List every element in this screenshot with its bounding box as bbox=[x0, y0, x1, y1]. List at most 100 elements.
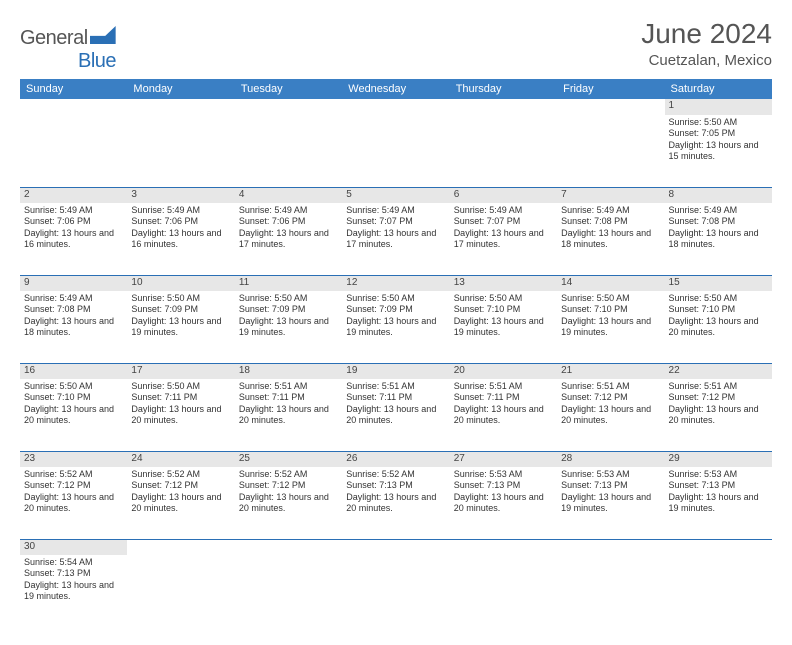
day-number-cell bbox=[557, 539, 664, 555]
sunrise-line: Sunrise: 5:53 AM bbox=[454, 469, 553, 480]
logo-text: General Blue bbox=[20, 26, 116, 73]
day-info-cell: Sunrise: 5:50 AMSunset: 7:11 PMDaylight:… bbox=[127, 379, 234, 451]
day-info-cell: Sunrise: 5:50 AMSunset: 7:09 PMDaylight:… bbox=[342, 291, 449, 363]
sunset-line: Sunset: 7:08 PM bbox=[24, 304, 123, 315]
daylight-line: Daylight: 13 hours and 19 minutes. bbox=[131, 316, 230, 339]
daylight-line: Daylight: 13 hours and 20 minutes. bbox=[24, 404, 123, 427]
sunrise-line: Sunrise: 5:51 AM bbox=[346, 381, 445, 392]
daylight-line: Daylight: 13 hours and 19 minutes. bbox=[669, 492, 768, 515]
logo-sail-icon bbox=[90, 26, 116, 44]
day-info-cell: Sunrise: 5:51 AMSunset: 7:12 PMDaylight:… bbox=[557, 379, 664, 451]
logo-word-1: General bbox=[20, 27, 88, 49]
day-info-cell: Sunrise: 5:52 AMSunset: 7:12 PMDaylight:… bbox=[235, 467, 342, 539]
day-number-cell: 2 bbox=[20, 187, 127, 203]
day-number-cell bbox=[127, 99, 234, 115]
calendar-page: General Blue June 2024 Cuetzalan, Mexico… bbox=[0, 0, 792, 645]
day-number-cell: 23 bbox=[20, 451, 127, 467]
header: General Blue June 2024 Cuetzalan, Mexico bbox=[20, 18, 772, 73]
sunrise-line: Sunrise: 5:51 AM bbox=[454, 381, 553, 392]
daylight-line: Daylight: 13 hours and 20 minutes. bbox=[239, 492, 338, 515]
day-info-row: Sunrise: 5:50 AMSunset: 7:10 PMDaylight:… bbox=[20, 379, 772, 451]
day-number-cell bbox=[235, 539, 342, 555]
sunset-line: Sunset: 7:08 PM bbox=[669, 216, 768, 227]
sunset-line: Sunset: 7:13 PM bbox=[561, 480, 660, 491]
sunrise-line: Sunrise: 5:49 AM bbox=[454, 205, 553, 216]
weekday-header: Sunday bbox=[20, 79, 127, 99]
day-info-cell: Sunrise: 5:50 AMSunset: 7:09 PMDaylight:… bbox=[127, 291, 234, 363]
day-number-cell: 26 bbox=[342, 451, 449, 467]
sunrise-line: Sunrise: 5:49 AM bbox=[24, 293, 123, 304]
logo: General Blue bbox=[20, 26, 116, 73]
logo-word-2: Blue bbox=[78, 50, 116, 72]
month-title: June 2024 bbox=[641, 18, 772, 50]
day-info-cell bbox=[127, 555, 234, 627]
daylight-line: Daylight: 13 hours and 20 minutes. bbox=[239, 404, 338, 427]
sunrise-line: Sunrise: 5:52 AM bbox=[131, 469, 230, 480]
day-number-cell: 30 bbox=[20, 539, 127, 555]
sunset-line: Sunset: 7:12 PM bbox=[131, 480, 230, 491]
day-info-cell: Sunrise: 5:50 AMSunset: 7:09 PMDaylight:… bbox=[235, 291, 342, 363]
day-info-cell: Sunrise: 5:51 AMSunset: 7:12 PMDaylight:… bbox=[665, 379, 772, 451]
day-number-cell bbox=[342, 99, 449, 115]
weekday-header: Wednesday bbox=[342, 79, 449, 99]
sunset-line: Sunset: 7:11 PM bbox=[131, 392, 230, 403]
day-info-cell: Sunrise: 5:50 AMSunset: 7:10 PMDaylight:… bbox=[557, 291, 664, 363]
daylight-line: Daylight: 13 hours and 20 minutes. bbox=[24, 492, 123, 515]
sunrise-line: Sunrise: 5:51 AM bbox=[669, 381, 768, 392]
day-number-cell bbox=[235, 99, 342, 115]
sunset-line: Sunset: 7:13 PM bbox=[454, 480, 553, 491]
day-number-cell: 18 bbox=[235, 363, 342, 379]
daylight-line: Daylight: 13 hours and 20 minutes. bbox=[454, 404, 553, 427]
sunset-line: Sunset: 7:12 PM bbox=[24, 480, 123, 491]
daylight-line: Daylight: 13 hours and 17 minutes. bbox=[454, 228, 553, 251]
daylight-line: Daylight: 13 hours and 20 minutes. bbox=[561, 404, 660, 427]
day-number-cell: 13 bbox=[450, 275, 557, 291]
calendar-header-row: SundayMondayTuesdayWednesdayThursdayFrid… bbox=[20, 79, 772, 99]
day-info-cell: Sunrise: 5:49 AMSunset: 7:06 PMDaylight:… bbox=[127, 203, 234, 275]
daylight-line: Daylight: 13 hours and 20 minutes. bbox=[346, 492, 445, 515]
day-number-cell: 7 bbox=[557, 187, 664, 203]
sunrise-line: Sunrise: 5:52 AM bbox=[24, 469, 123, 480]
day-number-cell: 27 bbox=[450, 451, 557, 467]
day-number-row: 9101112131415 bbox=[20, 275, 772, 291]
daylight-line: Daylight: 13 hours and 20 minutes. bbox=[131, 404, 230, 427]
day-number-cell: 9 bbox=[20, 275, 127, 291]
daylight-line: Daylight: 13 hours and 16 minutes. bbox=[24, 228, 123, 251]
sunset-line: Sunset: 7:07 PM bbox=[346, 216, 445, 227]
daylight-line: Daylight: 13 hours and 20 minutes. bbox=[669, 316, 768, 339]
day-info-cell bbox=[450, 555, 557, 627]
sunset-line: Sunset: 7:06 PM bbox=[131, 216, 230, 227]
day-number-cell bbox=[127, 539, 234, 555]
daylight-line: Daylight: 13 hours and 18 minutes. bbox=[561, 228, 660, 251]
sunset-line: Sunset: 7:07 PM bbox=[454, 216, 553, 227]
daylight-line: Daylight: 13 hours and 20 minutes. bbox=[454, 492, 553, 515]
sunrise-line: Sunrise: 5:53 AM bbox=[669, 469, 768, 480]
day-info-cell: Sunrise: 5:49 AMSunset: 7:08 PMDaylight:… bbox=[20, 291, 127, 363]
day-number-cell: 24 bbox=[127, 451, 234, 467]
sunrise-line: Sunrise: 5:50 AM bbox=[346, 293, 445, 304]
day-number-cell: 8 bbox=[665, 187, 772, 203]
sunset-line: Sunset: 7:06 PM bbox=[239, 216, 338, 227]
weekday-header: Thursday bbox=[450, 79, 557, 99]
day-number-cell: 1 bbox=[665, 99, 772, 115]
day-info-cell: Sunrise: 5:49 AMSunset: 7:07 PMDaylight:… bbox=[450, 203, 557, 275]
sunset-line: Sunset: 7:10 PM bbox=[561, 304, 660, 315]
sunset-line: Sunset: 7:13 PM bbox=[346, 480, 445, 491]
day-number-cell: 20 bbox=[450, 363, 557, 379]
day-number-cell: 29 bbox=[665, 451, 772, 467]
daylight-line: Daylight: 13 hours and 16 minutes. bbox=[131, 228, 230, 251]
day-info-cell: Sunrise: 5:49 AMSunset: 7:06 PMDaylight:… bbox=[20, 203, 127, 275]
day-info-cell bbox=[127, 115, 234, 187]
sunset-line: Sunset: 7:11 PM bbox=[239, 392, 338, 403]
sunset-line: Sunset: 7:12 PM bbox=[239, 480, 338, 491]
day-info-cell: Sunrise: 5:52 AMSunset: 7:13 PMDaylight:… bbox=[342, 467, 449, 539]
day-info-cell: Sunrise: 5:49 AMSunset: 7:08 PMDaylight:… bbox=[665, 203, 772, 275]
day-info-cell: Sunrise: 5:51 AMSunset: 7:11 PMDaylight:… bbox=[235, 379, 342, 451]
sunset-line: Sunset: 7:11 PM bbox=[346, 392, 445, 403]
day-number-cell: 11 bbox=[235, 275, 342, 291]
day-number-cell: 22 bbox=[665, 363, 772, 379]
sunrise-line: Sunrise: 5:49 AM bbox=[239, 205, 338, 216]
sunrise-line: Sunrise: 5:53 AM bbox=[561, 469, 660, 480]
day-number-cell bbox=[20, 99, 127, 115]
sunset-line: Sunset: 7:13 PM bbox=[24, 568, 123, 579]
